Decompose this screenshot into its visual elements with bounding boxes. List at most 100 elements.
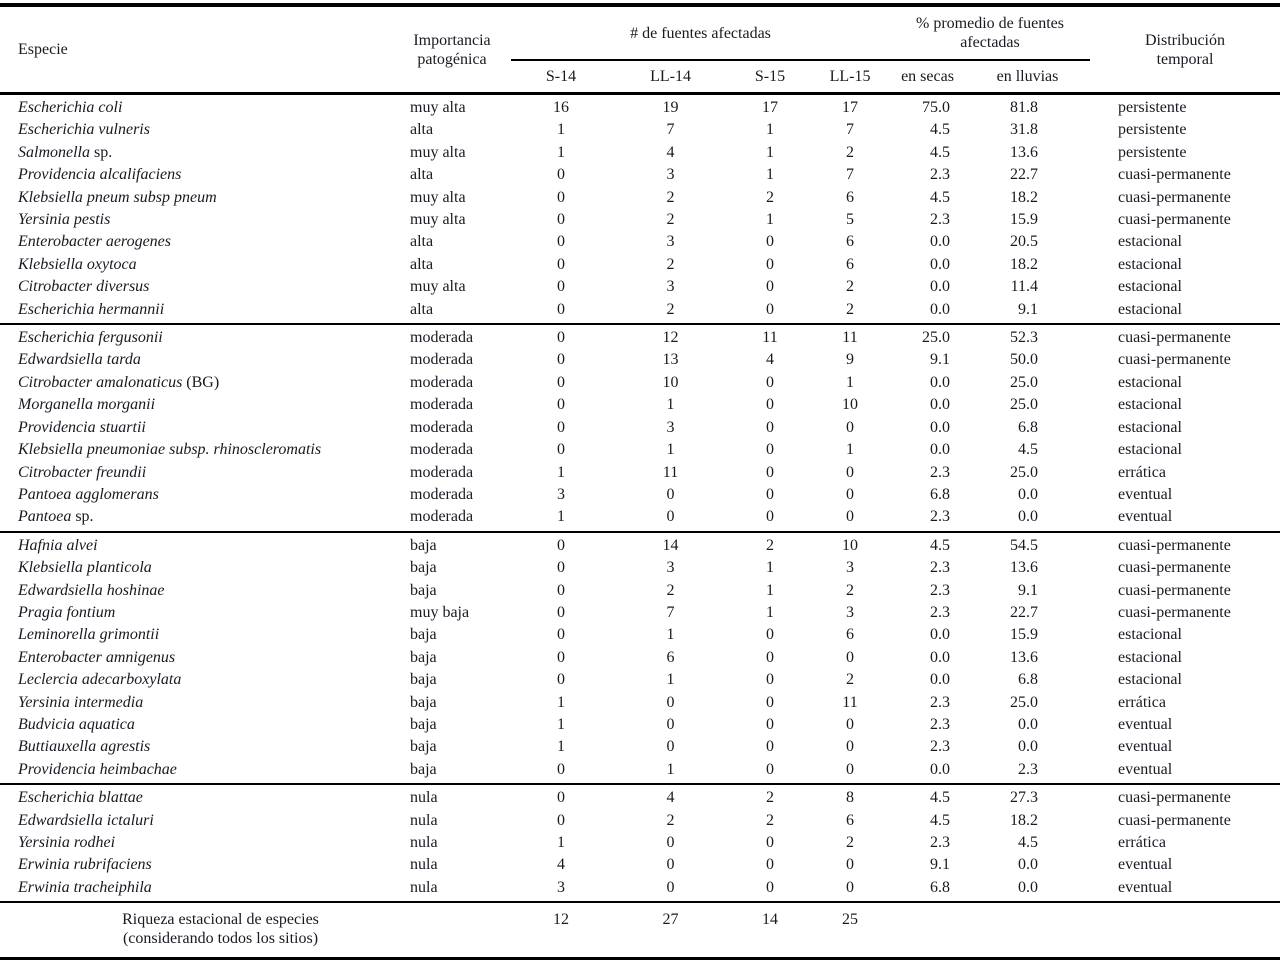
s14-count-cell: 0 [557, 255, 565, 273]
pct-lluvias-cell: 11.4 [1010, 278, 1038, 296]
species-name: Escherichia fergusonii [18, 329, 163, 347]
pct-lluvias-cell: 15.9 [1010, 211, 1038, 229]
pct-secas-cell: 2.3 [930, 581, 950, 599]
importance-cell: baja [410, 715, 437, 733]
s15-count-cell: 0 [766, 418, 774, 436]
col-header-s15: S-15 [754, 68, 786, 85]
species-name-cell: Pantoea sp. [0, 506, 393, 531]
species-group-1: Escherichia coli muy alta 16 19 17 17 75.0 81.8… [0, 94, 1280, 325]
col-header-en-secas: en secas [901, 68, 954, 85]
s14-count-cell: 1 [557, 121, 565, 139]
temporal-distribution-cell: eventual [1118, 856, 1173, 874]
pct-lluvias-cell: 6.8 [1018, 418, 1038, 436]
ll14-count-cell: 11 [662, 463, 679, 481]
species-name: Klebsiella planticola [18, 559, 152, 577]
ll14-count-cell: 0 [666, 856, 675, 874]
temporal-distribution-cell: cuasi-permanente [1118, 559, 1231, 577]
pct-secas-cell: 4.5 [930, 143, 950, 161]
species-name-cell: Klebsiella pneumoniae subsp. rhinosclero… [0, 439, 393, 461]
pct-lluvias-cell: 0.0 [1018, 738, 1038, 756]
temporal-distribution-cell: errática [1118, 693, 1166, 711]
s15-count-cell: 0 [766, 738, 774, 756]
col-header-distribucion-label: Distribución temporal [1145, 31, 1225, 68]
pct-lluvias-cell: 13.6 [1010, 143, 1038, 161]
table-row: Buttiauxella agrestis baja 1 0 0 0 2.3 0.0 event… [0, 736, 1280, 758]
species-name-cell: Providencia heimbachae [0, 759, 393, 784]
pct-secas-cell: 0.0 [930, 671, 950, 689]
ll15-count-cell: 0 [846, 715, 854, 733]
temporal-distribution-cell: eventual [1118, 878, 1173, 896]
ll14-count-cell: 10 [662, 373, 679, 391]
importance-cell: nula [410, 856, 438, 874]
pct-lluvias-cell: 25.0 [1010, 373, 1038, 391]
pct-lluvias-cell: 15.9 [1010, 626, 1038, 644]
ll15-count-cell: 0 [846, 418, 854, 436]
species-name-cell: Edwardsiella hoshinae [0, 580, 393, 602]
pct-lluvias-cell: 22.7 [1010, 166, 1038, 184]
ll15-count-cell: 6 [846, 626, 854, 644]
ll14-count-cell: 2 [666, 300, 675, 318]
species-name: Enterobacter amnigenus [18, 648, 176, 666]
temporal-distribution-cell: cuasi-permanente [1118, 603, 1231, 621]
temporal-distribution-cell: estacional [1118, 255, 1182, 273]
ll15-count-cell: 0 [846, 856, 854, 874]
s15-count-cell: 0 [766, 760, 774, 778]
temporal-distribution-cell: estacional [1118, 441, 1182, 459]
pct-lluvias-cell: 0.0 [1018, 856, 1038, 874]
table-row: Erwinia rubrifaciens nula 4 0 0 0 9.1 0.0 eventu… [0, 854, 1280, 876]
ll15-count-cell: 2 [846, 581, 854, 599]
temporal-distribution-cell: estacional [1118, 396, 1182, 414]
temporal-distribution-cell: estacional [1118, 671, 1182, 689]
s14-count-cell: 0 [557, 278, 565, 296]
table-row: Pragia fontium muy baja 0 7 1 3 2.3 22.7 cuasi-p… [0, 602, 1280, 624]
pct-lluvias-cell: 50.0 [1010, 351, 1038, 369]
ll15-count-cell: 3 [846, 603, 854, 621]
pct-secas-cell: 4.5 [930, 536, 950, 554]
importance-cell: moderada [410, 351, 474, 369]
pct-secas-cell: 0.0 [930, 418, 950, 436]
pct-secas-cell: 0.0 [930, 255, 950, 273]
s14-count-cell: 1 [557, 715, 565, 733]
table-row: Klebsiella planticola baja 0 3 1 3 2.3 13.6 cuas… [0, 557, 1280, 579]
s15-count-cell: 0 [766, 834, 774, 851]
species-name: Leclercia adecarboxylata [18, 671, 182, 689]
importance-cell: baja [410, 536, 437, 554]
s15-count-cell: 2 [766, 789, 774, 807]
species-name: Buttiauxella agrestis [18, 738, 151, 756]
pct-lluvias-cell: 4.5 [1018, 834, 1038, 851]
species-name: Hafnia alvei [18, 536, 98, 554]
species-name: Pragia fontium [18, 603, 116, 621]
species-name: Providencia heimbachae [18, 760, 177, 778]
species-name: Budvicia aquatica [18, 715, 135, 733]
s14-count-cell: 0 [557, 233, 565, 251]
species-name: Enterobacter aerogenes [18, 233, 171, 251]
pct-lluvias-cell: 4.5 [1018, 441, 1038, 459]
species-name: Providencia alcalifaciens [18, 166, 182, 184]
table-row: Morganella morganii moderada 0 1 0 10 0.0 25.0 e… [0, 394, 1280, 416]
species-name: Salmonella [18, 143, 90, 161]
species-name-cell: Erwinia rubrifaciens [0, 854, 393, 876]
s15-count-cell: 11 [762, 329, 778, 347]
importance-cell: moderada [410, 418, 474, 436]
species-name-cell: Yersinia pestis [0, 209, 393, 231]
group-header-promedio: % promedio de fuentes afectadas [890, 5, 1090, 61]
temporal-distribution-cell: errática [1118, 834, 1166, 851]
species-name-cell: Yersinia rodhei [0, 832, 393, 854]
s15-count-cell: 1 [766, 581, 774, 599]
pct-secas-cell: 6.8 [930, 485, 950, 503]
s15-count-cell: 0 [766, 856, 774, 874]
s15-count-cell: 1 [766, 121, 774, 139]
col-header-especie: Especie [18, 41, 68, 58]
pct-lluvias-cell: 9.1 [1018, 581, 1038, 599]
header-row-groups: Especie Importancia patogénica # de fuen… [0, 5, 1280, 68]
table-row: Escherichia fergusonii moderada 0 12 11 11 25.… [0, 324, 1280, 349]
species-name-cell: Escherichia vulneris [0, 119, 393, 141]
pct-secas-cell: 2.3 [930, 738, 950, 756]
s14-count-cell: 0 [557, 760, 565, 778]
species-name-cell: Providencia alcalifaciens [0, 164, 393, 186]
ll15-count-cell: 10 [842, 536, 858, 554]
table-row: Leminorella grimontii baja 0 1 0 6 0.0 15.9 esta… [0, 624, 1280, 646]
temporal-distribution-cell: errática [1118, 463, 1166, 481]
ll14-count-cell: 1 [666, 671, 675, 689]
ll14-count-cell: 0 [666, 834, 675, 851]
